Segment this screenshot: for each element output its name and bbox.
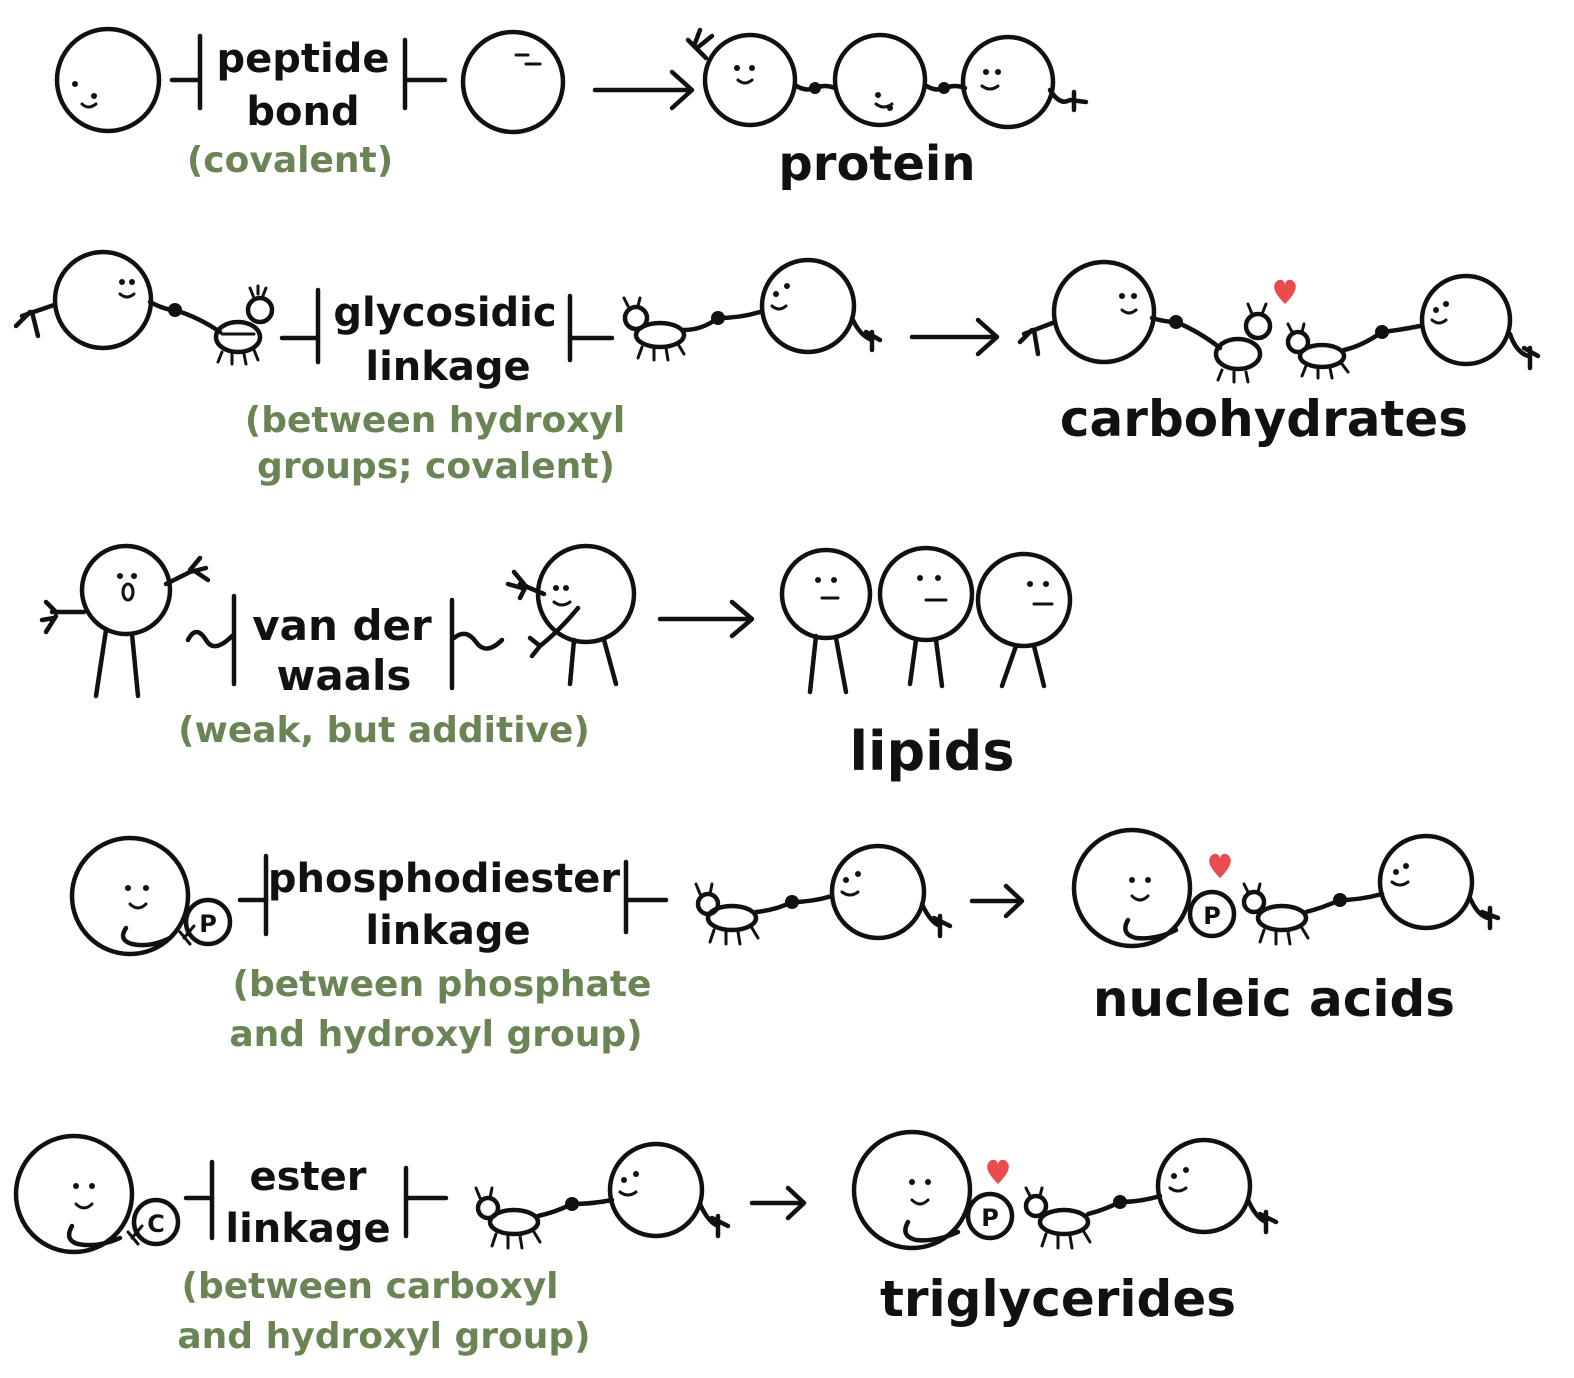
bond-name-line-1: ester: [250, 1154, 367, 1200]
bond-name-line-2: linkage: [365, 344, 530, 390]
stick-molecule-cheering: [39, 543, 211, 699]
arrow-right-icon: [909, 317, 1000, 357]
row-glycosidic: glycosidic linkage (between hydroxyl gro…: [13, 249, 1541, 487]
bond-name-line-2: waals: [277, 651, 412, 700]
row-peptide: peptide bond (covalent): [54, 26, 1089, 192]
bond-note-line-1: (weak, but additive): [178, 710, 590, 751]
result-label: carbohydrates: [1060, 390, 1468, 448]
chain-molecule-triglyceride: P: [851, 1129, 1279, 1251]
row-phosphodiester: P phosphodiester linkage (between phosph…: [69, 827, 1501, 1055]
chain-molecule-left: [13, 249, 223, 351]
heart-icon: [1274, 279, 1296, 304]
bond-name-line-2: linkage: [365, 908, 530, 954]
arrow-right-icon: [969, 883, 1025, 919]
bond-note-line-1: (between carboxyl: [181, 1266, 558, 1307]
row-ester: C ester linkage (between carboxyl and hy…: [13, 1129, 1279, 1357]
arrow-right-icon: [657, 599, 755, 639]
result-label: nucleic acids: [1093, 970, 1455, 1028]
bond-note-line-1: (between hydroxyl: [245, 400, 625, 441]
chain-molecule-carbohydrate: [1017, 259, 1541, 384]
bond-name-line-1: peptide: [217, 36, 390, 82]
bond-note-line-1: (covalent): [187, 140, 393, 181]
bond-name-line-2: linkage: [225, 1206, 390, 1252]
monomer-smiley: [54, 26, 162, 134]
bond-note-line-2: and hydroxyl group): [229, 1014, 642, 1055]
phosphate-badge: P: [1203, 902, 1221, 930]
chain-molecule-right: [474, 1141, 731, 1250]
bond-note-line-2: groups; covalent): [257, 446, 615, 487]
nucleotide-monomer: P: [69, 835, 233, 957]
arrow-right-icon: [749, 1185, 807, 1221]
bond-bracket-icon: [183, 1159, 449, 1241]
bond-note-line-2: and hydroxyl group): [177, 1316, 590, 1357]
result-label: lipids: [850, 720, 1015, 783]
bond-bracket-icon: [185, 593, 505, 691]
bond-name-line-2: bond: [246, 89, 359, 135]
lipid-trio: [779, 545, 1073, 695]
bond-note-line-1: (between phosphate: [233, 964, 652, 1005]
result-label: protein: [778, 136, 975, 192]
heart-icon: [987, 1159, 1009, 1184]
bond-name-line-1: van der: [252, 601, 432, 650]
row-van-der-waals: van der waals (weak, but additive): [39, 543, 1073, 783]
fatty-acid-monomer: C: [13, 1133, 181, 1255]
chain-molecule-nucleic: P: [1071, 827, 1501, 949]
bond-bracket-icon: [279, 287, 615, 365]
carboxyl-badge: C: [147, 1210, 165, 1238]
chain-molecule-right: [694, 843, 953, 946]
phosphate-badge: P: [981, 1204, 999, 1232]
arrow-right-icon: [592, 69, 695, 111]
bond-name-line-1: glycosidic: [333, 290, 556, 336]
bond-bracket-icon: [169, 33, 448, 111]
bond-name-line-1: phosphodiester: [268, 856, 621, 902]
bug-monomer: [213, 284, 275, 366]
chain-molecule-protein: [685, 27, 1089, 130]
heart-icon: [1209, 853, 1231, 878]
monomer-sleepy: [460, 29, 566, 135]
stick-molecule-hugging: [505, 543, 637, 687]
result-label: triglycerides: [880, 1270, 1236, 1328]
bond-bracket-icon: [237, 853, 669, 937]
phosphate-badge: P: [199, 910, 217, 938]
chain-molecule-right: [622, 257, 883, 362]
